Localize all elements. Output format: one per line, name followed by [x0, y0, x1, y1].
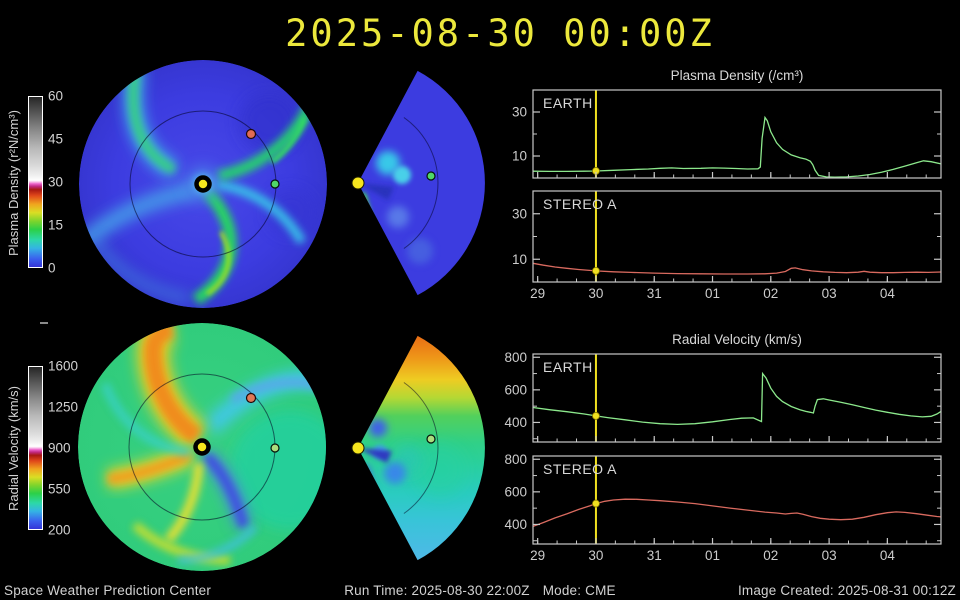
y-tick-label: 800 — [504, 452, 527, 467]
stereo-a-marker — [245, 128, 257, 140]
velocity-colorbar-ticks: 1600 1250 900 550 200 — [48, 359, 88, 538]
earth-marker — [426, 171, 436, 181]
sun-marker — [193, 438, 211, 456]
chart-panel-density-stereo-a: 29 30 31 01 02 03 04 10 30 STEREO A — [493, 185, 951, 306]
y-tick-label: 10 — [512, 252, 527, 267]
x-tick-label: 30 — [588, 548, 603, 563]
earth-marker — [270, 443, 280, 453]
colorbar-tick-label: 15 — [48, 217, 64, 233]
panel-frame — [532, 190, 942, 283]
colorbar-tick-label: 1600 — [48, 358, 79, 374]
x-tick-label: 30 — [588, 286, 603, 301]
earth-marker — [270, 179, 280, 189]
density-colorbar-label: Plasma Density (r²N/cm³) — [6, 110, 21, 256]
earth-orbit-arc — [403, 117, 439, 249]
velocity-meridional-map — [351, 335, 485, 561]
colorbar-tick-label: 200 — [48, 522, 71, 538]
y-tick-label: 600 — [504, 382, 527, 397]
x-tick-label: 01 — [705, 548, 720, 563]
velocity-colorbar — [28, 366, 43, 530]
chart-panel-velocity-earth: 400 600 800 EARTH — [493, 348, 951, 466]
chart-panel-density-earth: 10 30 EARTH — [493, 84, 951, 202]
y-tick-label: 400 — [504, 517, 527, 532]
panel-label: EARTH — [543, 95, 593, 111]
panel-label: STEREO A — [543, 196, 617, 212]
colorbar-tick-label: 60 — [48, 88, 64, 104]
now-marker-line — [594, 354, 597, 442]
x-tick-label: 29 — [530, 286, 545, 301]
colorbar-tick-label: 45 — [48, 131, 64, 147]
now-marker-dot — [592, 266, 600, 275]
y-tick-label: 800 — [504, 350, 527, 365]
page-title: 2025-08-30 00:00Z — [285, 12, 715, 55]
colorbar-tick-label: 30 — [48, 174, 64, 190]
colorbar-tick-label: 0 — [48, 260, 56, 276]
colorbar-tick-label: 1250 — [48, 399, 79, 415]
x-tick-label: 04 — [880, 548, 896, 563]
y-tick-label: 600 — [504, 484, 527, 499]
x-tick-label: 31 — [647, 548, 662, 563]
panel-frame — [532, 89, 942, 179]
footer-run-info: Run Time: 2025-08-30 22:00Z Mode: CME — [0, 583, 960, 598]
now-marker-line — [594, 90, 597, 178]
x-tick-label: 03 — [822, 548, 837, 563]
footer-mode: Mode: CME — [542, 583, 616, 598]
density-colorbar-ticks: 60 45 30 15 0 — [48, 89, 88, 276]
status-bar: Space Weather Prediction Center Run Time… — [0, 580, 960, 598]
x-tick-label: 01 — [705, 286, 720, 301]
panel-label: STEREO A — [543, 461, 617, 477]
density-meridional-map — [351, 70, 485, 296]
x-tick-label: 02 — [763, 548, 778, 563]
footer-org-label: Space Weather Prediction Center — [4, 583, 212, 598]
footer-run-time: Run Time: 2025-08-30 22:00Z — [344, 583, 530, 598]
colorbar-tick-label: 900 — [48, 440, 71, 456]
panel-frame — [532, 353, 942, 443]
now-marker-dot — [592, 412, 600, 420]
density-colorbar — [28, 96, 43, 268]
velocity-chart-title: Radial Velocity (km/s) — [672, 332, 802, 347]
x-tick-label: 29 — [530, 548, 545, 563]
panel-frame — [532, 455, 942, 545]
velocity-spiral-map — [78, 323, 326, 571]
density-chart-title: Plasma Density (/cm³) — [670, 68, 804, 83]
series-line — [532, 371, 942, 426]
y-tick-label: 30 — [512, 206, 527, 221]
stray-tick-dash — [40, 322, 48, 324]
chart-panel-velocity-stereo-a: 29 30 31 01 02 03 04 400 600 800 STEREO A — [493, 450, 951, 568]
y-tick-label: 10 — [512, 149, 527, 164]
panel-label: EARTH — [543, 359, 593, 375]
sun-marker — [351, 176, 365, 190]
sun-marker — [194, 175, 212, 193]
series-line — [532, 115, 942, 178]
colorbar-tick-label: 550 — [48, 481, 71, 497]
y-tick-label: 30 — [512, 105, 527, 120]
earth-marker — [426, 434, 436, 444]
y-tick-label: 400 — [504, 415, 527, 430]
earth-orbit-arc — [403, 382, 439, 514]
sun-marker — [351, 441, 365, 455]
now-marker-dot — [592, 499, 600, 508]
x-tick-label: 04 — [880, 286, 896, 301]
x-tick-label: 03 — [822, 286, 837, 301]
density-spiral-map — [79, 60, 327, 308]
x-tick-label: 31 — [647, 286, 662, 301]
x-tick-label: 02 — [763, 286, 778, 301]
now-marker-line — [594, 191, 597, 282]
velocity-colorbar-label: Radial Velocity (km/s) — [6, 386, 21, 512]
footer-image-created: Image Created: 2025-08-31 00:12Z — [737, 583, 956, 598]
stereo-a-marker — [245, 392, 257, 404]
